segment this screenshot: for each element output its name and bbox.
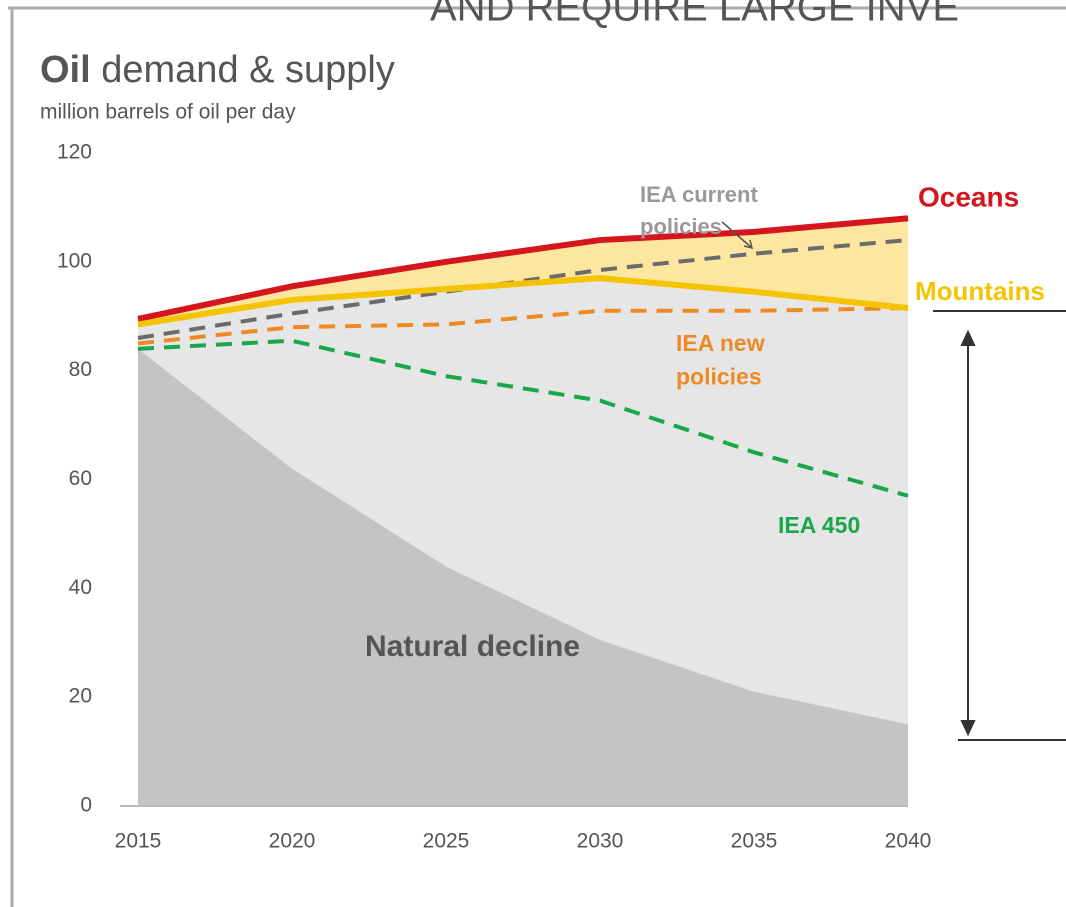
series-label: IEA current policies xyxy=(640,182,764,239)
series-label: Oceans xyxy=(918,181,1019,212)
series-line xyxy=(137,215,909,322)
title-rest: demand & supply xyxy=(101,49,395,91)
header: AND REQUIRE LARGE INVE xyxy=(430,0,959,30)
series-label: Natural decline xyxy=(365,630,580,663)
arrow-head xyxy=(960,329,976,346)
y-tick-label: 40 xyxy=(69,576,92,599)
series-label: Mountains xyxy=(915,276,1045,306)
series-label: IEA new policies xyxy=(676,330,771,389)
area xyxy=(138,348,908,806)
x-tick-label: 2015 xyxy=(115,830,162,853)
y-tick-label: 0 xyxy=(80,794,92,817)
x-tick-label: 2025 xyxy=(423,830,470,853)
chart-title: Oil demand & supply xyxy=(40,49,395,91)
x-tick-label: 2030 xyxy=(577,830,624,853)
title-emphasis: Oil xyxy=(40,49,91,91)
plot xyxy=(120,215,909,807)
y-tick-label: 120 xyxy=(57,141,92,164)
y-tick-label: 60 xyxy=(69,467,92,490)
x-tick-label: 2035 xyxy=(731,830,778,853)
y-tick-label: 80 xyxy=(69,358,92,381)
series-label: IEA 450 xyxy=(778,512,860,538)
subtitle: million barrels of oil per day xyxy=(40,101,296,124)
series-line xyxy=(137,275,909,328)
y-tick-label: 20 xyxy=(69,685,92,708)
annotation-arrow xyxy=(721,221,754,250)
x-tick-label: 2040 xyxy=(885,830,932,853)
range-bracket xyxy=(933,310,1066,741)
x-tick-label: 2020 xyxy=(269,830,316,853)
y-tick-label: 100 xyxy=(57,249,92,272)
arrow-head xyxy=(960,720,976,737)
series-line xyxy=(137,338,909,498)
